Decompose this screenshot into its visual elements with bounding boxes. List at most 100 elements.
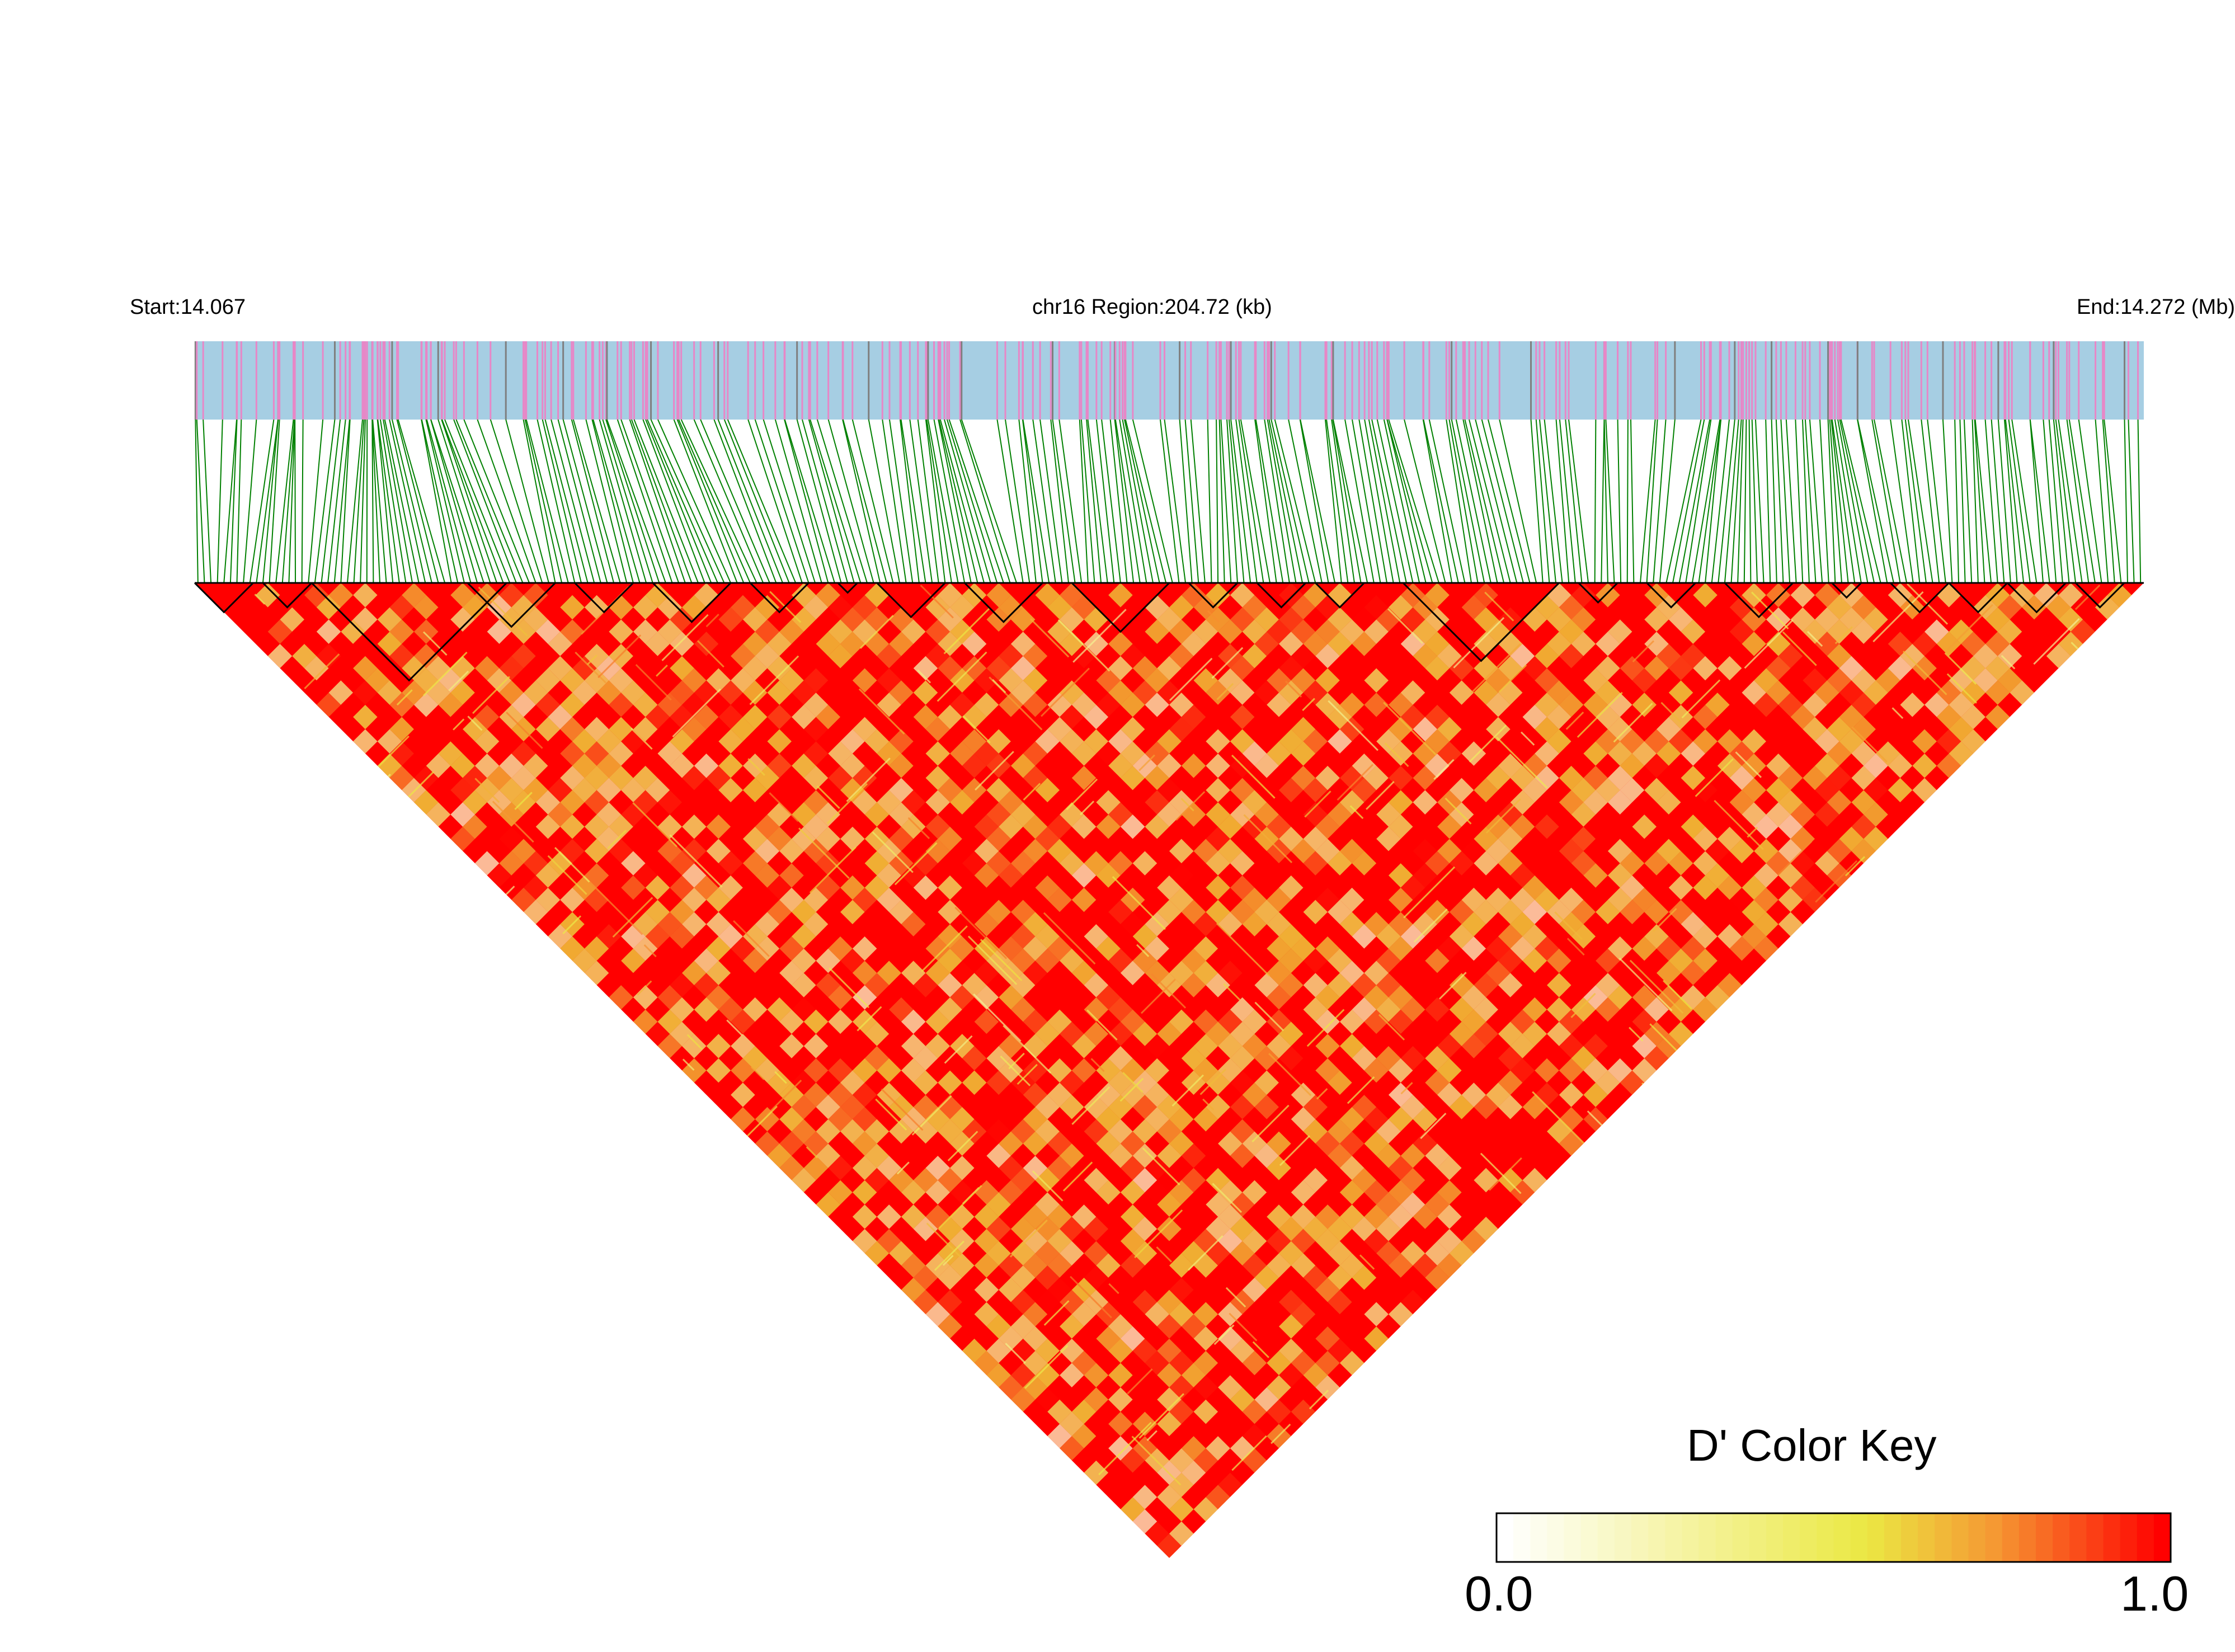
ld-cell (1449, 680, 1474, 705)
haplotype-block-outlines (194, 582, 2144, 682)
ld-streak (1108, 1283, 1119, 1295)
ld-cell (1766, 656, 1791, 681)
ld-cell (1839, 826, 1864, 851)
ld-cell (962, 754, 987, 778)
ld-cell (1352, 778, 1377, 803)
ld-streak (1138, 1393, 1184, 1439)
ld-streak (562, 915, 582, 935)
ld-cell (1620, 754, 1645, 778)
ld-streak (1438, 972, 1467, 1000)
ld-cell (1218, 814, 1243, 839)
snp-connector-line (372, 419, 387, 583)
snp-connector-line (927, 419, 959, 583)
ld-streak (1156, 1246, 1173, 1263)
ld-streak (980, 939, 1023, 981)
snp-connector-line (1080, 419, 1095, 583)
snp-connector-line (2029, 419, 2044, 583)
ld-cell (1352, 973, 1377, 997)
ld-cell (1254, 754, 1279, 778)
ld-cell (1242, 1448, 1267, 1473)
ld-cell (621, 729, 646, 754)
ld-cell (925, 936, 951, 961)
ld-cell (438, 741, 463, 766)
ld-cell (1559, 1058, 1584, 1083)
ld-cell (986, 900, 1011, 925)
ld-cell (913, 704, 938, 729)
ld-cell (1510, 863, 1535, 888)
ld-streak (629, 1160, 684, 1215)
ld-cell (1206, 583, 1230, 608)
snp-connector-line (1539, 419, 1556, 583)
snp-connector-line (1904, 419, 1927, 583)
ld-cell (1985, 680, 2010, 705)
ld-streak (1485, 798, 1521, 834)
ld-streak (1751, 591, 1789, 630)
ld-streak (529, 1016, 557, 1044)
snp-connector-line (421, 419, 459, 583)
ld-cell (913, 1168, 938, 1193)
ld-cell (1315, 1058, 1340, 1083)
ld-cell (889, 632, 914, 656)
ld-cell (609, 717, 633, 742)
color-key-swatch (1951, 1513, 1969, 1562)
ld-cell (1535, 643, 1559, 669)
ld-cell (1851, 765, 1876, 790)
ld-cell (755, 1058, 780, 1083)
snp-connector-line (796, 419, 842, 583)
ld-streak (1171, 1074, 1204, 1107)
ld-cell (1278, 1338, 1304, 1363)
ld-cell (1912, 754, 1937, 778)
ld-cell (1973, 643, 1998, 669)
snp-connector-line (1386, 419, 1433, 583)
snp-connector-line (961, 419, 1018, 583)
ld-cell (1864, 680, 1888, 705)
ld-cell (474, 754, 500, 778)
snp-connector-line (1780, 419, 1791, 583)
ld-cell (1315, 814, 1340, 839)
ld-cell (816, 583, 841, 608)
ld-cell (1181, 1436, 1206, 1461)
ld-cell (1364, 668, 1389, 693)
ld-cell (523, 607, 548, 632)
ld-cell (1498, 851, 1523, 876)
snp-connector-line (1646, 419, 1658, 583)
ld-streak (1086, 1009, 1118, 1041)
ld-cell (877, 1156, 901, 1180)
ld-cell (1388, 863, 1413, 888)
ld-streak (361, 802, 402, 843)
ld-cell (986, 1241, 1011, 1266)
ld-cell (1839, 704, 1864, 729)
ld-streak (361, 774, 391, 804)
ld-streak (2081, 877, 2129, 925)
ld-cell (474, 729, 500, 754)
haplotype-block (876, 582, 946, 619)
ld-cell (816, 973, 841, 997)
ld-cell (877, 693, 901, 717)
ld-streak (331, 1408, 375, 1452)
ld-cell (816, 802, 841, 827)
ld-cell (1571, 1046, 1596, 1071)
ld-cell (1230, 680, 1255, 705)
ld-cell (999, 1131, 1023, 1156)
ld-cell (1559, 1082, 1584, 1107)
ld-cell (1376, 948, 1401, 973)
ld-cell (755, 619, 780, 644)
ld-streak (896, 1161, 910, 1175)
color-key-swatch (1867, 1513, 1885, 1562)
ld-streak (2107, 1200, 2138, 1230)
ld-cell (1644, 900, 1669, 925)
snp-connector-line (288, 419, 295, 583)
ld-cell (791, 704, 816, 729)
ld-cell (1474, 607, 1498, 632)
ld-cell (1120, 717, 1145, 742)
snp-connector-line (1705, 419, 1722, 583)
ld-cell (1474, 997, 1498, 1022)
ld-cell (803, 1156, 829, 1180)
ld-streak (235, 1080, 281, 1126)
ld-streak (1600, 1375, 1643, 1418)
color-key-swatch (1698, 1513, 1716, 1562)
ld-cell (1766, 802, 1791, 827)
snp-connector-line (1481, 419, 1524, 583)
ld-cell (1132, 948, 1158, 973)
ld-streak (2074, 584, 2101, 610)
